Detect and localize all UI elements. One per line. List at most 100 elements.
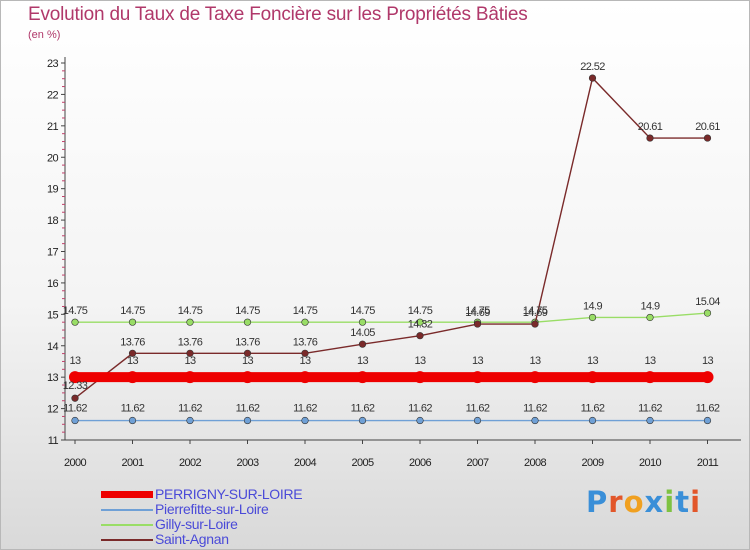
data-point: [301, 349, 309, 357]
y-tick-label: 19: [47, 184, 59, 196]
brand-logo: Proxiti: [586, 485, 701, 519]
data-label: 13: [299, 355, 311, 367]
x-tick-label: 2009: [581, 457, 604, 469]
data-label: 14.75: [293, 305, 318, 317]
data-point: [471, 371, 484, 384]
data-label: 13.76: [293, 336, 318, 348]
y-tick-label: 23: [47, 58, 59, 70]
series-gilly-sur-loire: [71, 309, 712, 326]
y-tick-label: 21: [47, 121, 59, 133]
data-label: 13: [587, 355, 599, 367]
data-label: 22.52: [580, 61, 605, 73]
data-point: [529, 371, 541, 384]
data-label: 12.33: [63, 380, 88, 392]
data-point: [71, 318, 79, 326]
data-point: [186, 318, 194, 326]
data-label: 14.9: [640, 300, 659, 312]
data-point: [473, 416, 482, 425]
data-point: [301, 416, 309, 425]
data-label: 13: [69, 355, 81, 367]
data-label: 13: [472, 355, 484, 367]
data-label: 11.62: [236, 403, 260, 415]
x-tick-label: 2011: [697, 457, 719, 469]
data-point: [644, 371, 656, 384]
data-point: [646, 134, 654, 142]
data-point: [414, 371, 426, 384]
data-label: 11.62: [466, 403, 490, 415]
data-point: [241, 371, 254, 384]
data-label: 20.61: [638, 121, 663, 133]
legend-label: Pierrefitte-sur-Loire: [155, 501, 269, 517]
x-tick-label: 2000: [64, 457, 87, 469]
data-point: [588, 74, 597, 82]
data-point: [128, 416, 137, 425]
data-label: 11.62: [351, 403, 375, 415]
brand-letter: t: [675, 485, 691, 519]
data-label: 13: [529, 355, 541, 367]
legend-swatch: [101, 491, 153, 498]
data-label: 14.69: [523, 307, 548, 319]
data-label: 11.62: [121, 403, 145, 415]
data-label: 11.62: [638, 403, 662, 415]
series-line: [74, 76, 708, 399]
x-tick-label: 2010: [639, 457, 662, 469]
legend-label: Gilly-sur-Loire: [155, 516, 238, 532]
data-label: 14.75: [120, 305, 145, 317]
legend-swatch: [101, 539, 153, 541]
data-point: [71, 394, 79, 402]
data-point: [701, 371, 714, 384]
series-line: [75, 312, 708, 323]
y-tick-label: 15: [47, 309, 59, 321]
data-label: 13: [127, 355, 139, 367]
y-tick-label: 17: [47, 247, 59, 259]
y-tick-label: 18: [47, 215, 59, 227]
brand-letter: i: [664, 485, 676, 519]
data-label: 13.76: [178, 336, 203, 348]
data-label: 20.61: [695, 121, 720, 133]
y-tick-label: 20: [47, 152, 59, 164]
data-point: [703, 416, 712, 425]
data-label: 14.75: [350, 305, 375, 317]
x-tick-label: 2002: [179, 457, 202, 469]
series-saint-agnan: [71, 74, 712, 402]
series-perrigny-sur-loire: [69, 371, 714, 384]
data-label: 14.9: [583, 300, 602, 312]
data-point: [356, 371, 369, 384]
data-label: 11.62: [293, 403, 317, 415]
data-label: 11.62: [63, 403, 87, 415]
y-tick-label: 13: [47, 372, 59, 384]
data-point: [128, 349, 137, 357]
data-label: 14.75: [235, 305, 260, 317]
x-tick-label: 2001: [121, 457, 144, 469]
x-tick-label: 2007: [466, 457, 489, 469]
data-label: 11.62: [408, 403, 432, 415]
brand-letter: x: [644, 485, 665, 519]
y-tick-label: 11: [48, 435, 59, 447]
data-label: 13.76: [120, 336, 145, 348]
data-label: 15.04: [695, 296, 720, 308]
data-point: [703, 309, 712, 317]
data-point: [358, 416, 367, 425]
legend-label: PERRIGNY-SUR-LOIRE: [155, 486, 303, 502]
data-point: [473, 320, 482, 328]
data-point: [358, 340, 367, 348]
data-label: 14.75: [523, 305, 548, 317]
data-label: 13: [357, 355, 369, 367]
data-label: 14.69: [465, 307, 490, 319]
series-pierrefitte-sur-loire: [71, 416, 712, 425]
data-point: [184, 371, 196, 384]
brand-letter: o: [623, 485, 645, 519]
data-point: [358, 318, 367, 326]
data-point: [126, 371, 139, 384]
data-label: 14.75: [63, 305, 88, 317]
data-label: 13: [242, 355, 254, 367]
data-point: [299, 371, 311, 384]
legend-swatch: [101, 524, 153, 526]
data-point: [416, 416, 424, 425]
data-point: [416, 318, 424, 326]
data-label: 13: [702, 355, 714, 367]
data-label: 13: [414, 355, 426, 367]
data-label: 13: [184, 355, 196, 367]
data-label: 11.62: [581, 403, 605, 415]
